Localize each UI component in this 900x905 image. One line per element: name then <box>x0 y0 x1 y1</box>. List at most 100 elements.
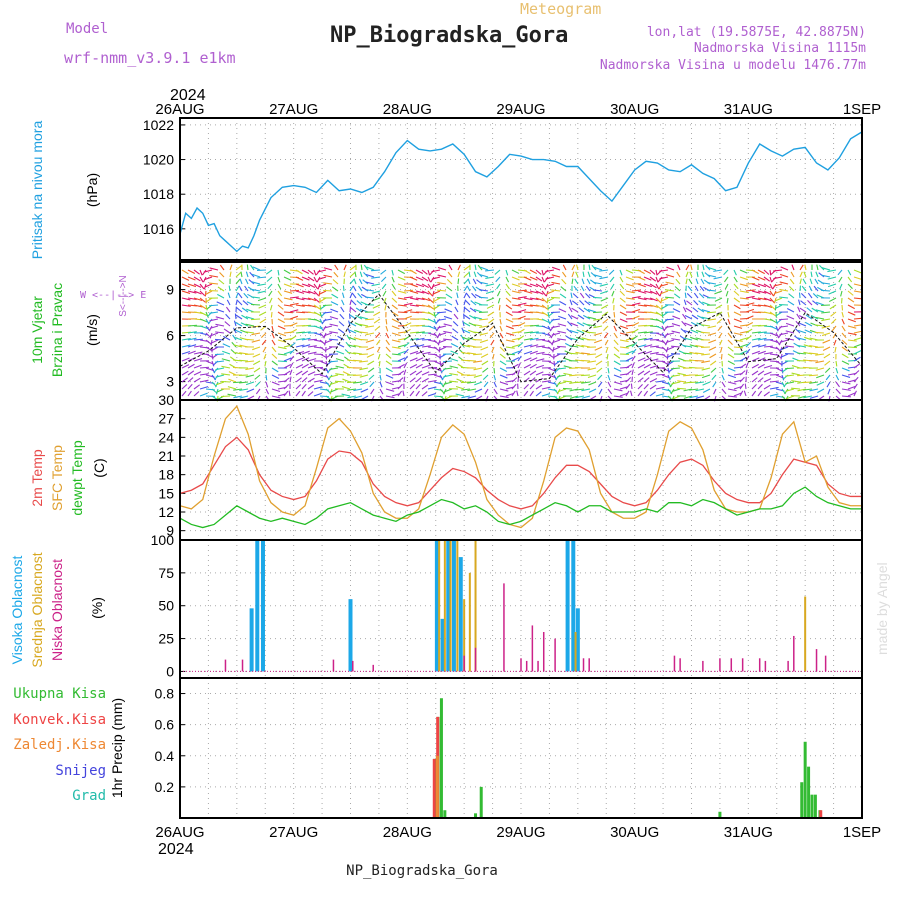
wind-barb <box>226 314 230 319</box>
wind-barb <box>237 308 242 312</box>
wind-barb <box>255 375 260 379</box>
wind-barb <box>842 319 844 324</box>
wind-barb <box>338 329 344 333</box>
cloud-low-bar <box>475 648 477 672</box>
wind-barb <box>842 389 851 390</box>
wind-barb <box>217 294 224 298</box>
y-tick-label: 3 <box>166 374 174 390</box>
precip-total-bar <box>810 795 813 818</box>
wind-barb <box>823 347 830 351</box>
x-tick-label-top: 28AUG <box>383 101 432 118</box>
wind-barb <box>848 298 854 302</box>
x-tick-label-top: 26AUG <box>155 101 204 118</box>
wind-barb <box>329 361 338 362</box>
wind-barb <box>392 291 396 296</box>
wind-barb <box>404 377 405 382</box>
wind-barb <box>493 354 494 359</box>
wind-barb <box>701 279 704 284</box>
wind-barb <box>386 368 393 372</box>
wind-barb <box>464 273 469 277</box>
wind-barb <box>214 368 218 373</box>
compass-label: W <--|--> E <box>80 290 146 301</box>
wind-barb <box>422 392 427 396</box>
wind-barb <box>235 314 236 319</box>
wind-barb <box>542 277 544 282</box>
wind-barb <box>770 277 772 282</box>
meteogram-label: Meteogram <box>520 0 601 18</box>
wind-barb <box>210 268 218 270</box>
wind-barb <box>284 391 288 396</box>
wind-barb <box>494 368 495 373</box>
wind-barb <box>237 300 242 305</box>
wind-barb <box>316 270 320 275</box>
wind-barb <box>659 270 668 271</box>
wind-barb <box>597 368 602 372</box>
wind-barb <box>848 305 855 309</box>
wind-barb <box>848 347 857 348</box>
wind-barb <box>398 270 405 274</box>
wind-barb <box>245 339 254 340</box>
wind-barb <box>758 371 764 375</box>
wind-barb <box>354 279 356 284</box>
wind-barb <box>451 344 458 347</box>
wind-barb <box>605 340 608 345</box>
wind-barb <box>632 356 635 361</box>
wind-barb <box>489 326 494 331</box>
wind-barb <box>236 286 239 291</box>
wind-barb <box>794 343 800 347</box>
wind-barb <box>428 270 430 275</box>
wind-barb <box>561 287 566 291</box>
x-tick-label-bottom: 28AUG <box>383 824 432 841</box>
wind-barb <box>536 378 543 382</box>
wind-barb <box>458 272 460 277</box>
wind-barb <box>467 286 470 291</box>
wind-barb <box>383 291 386 296</box>
wind-barb <box>613 298 614 303</box>
cloud-low-bar <box>742 658 744 671</box>
wind-barb <box>800 272 802 277</box>
wind-barb <box>801 293 806 298</box>
wind-barb <box>215 354 224 355</box>
wind-barb <box>593 312 602 313</box>
wind-barb <box>809 286 812 291</box>
wind-barb <box>455 307 458 312</box>
wind-barb <box>734 340 743 341</box>
wind-barb <box>608 389 612 394</box>
wind-barb <box>585 293 590 298</box>
wind-barb <box>208 319 212 324</box>
wind-barb <box>474 272 476 277</box>
wind-barb <box>434 347 440 351</box>
wind-barb <box>854 351 861 354</box>
wind-barb <box>841 291 842 296</box>
wind-barb <box>442 375 446 380</box>
cloud-mid-bar <box>456 540 458 671</box>
wind-barb <box>278 312 284 316</box>
x-tick-label-top: 29AUG <box>496 101 545 118</box>
wind-barb <box>268 284 272 289</box>
wind-barb <box>404 363 407 368</box>
wind-barb <box>386 354 391 358</box>
wind-barb <box>392 284 395 289</box>
wind-barb <box>230 265 232 270</box>
wind-barb <box>386 333 389 338</box>
wind-barb <box>386 396 395 398</box>
wind-barb <box>711 368 716 372</box>
wind-barb <box>270 305 272 310</box>
wind-barb <box>518 370 520 375</box>
wind-barb <box>229 286 230 291</box>
wind-barb <box>524 391 528 396</box>
wind-barb <box>494 389 497 394</box>
wind-barb <box>620 277 623 282</box>
cloud-label-low: Niska Oblacnost <box>49 559 65 661</box>
wind-barb <box>467 360 476 361</box>
footer-station: NP_Biogradska_Gora <box>346 863 498 879</box>
wind-barb <box>428 374 437 375</box>
wind-barb <box>620 284 624 289</box>
wind-barb <box>656 381 665 382</box>
wind-barb <box>632 323 639 326</box>
wind-barb <box>499 305 500 310</box>
wind-barb <box>545 270 554 272</box>
wind-barb <box>302 371 308 375</box>
wind-barb <box>764 392 770 396</box>
